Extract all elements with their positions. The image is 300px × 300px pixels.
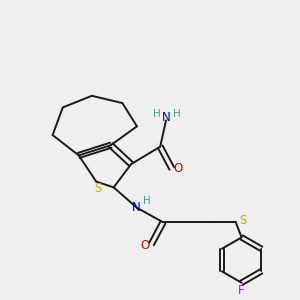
- Text: H: H: [143, 196, 151, 206]
- Text: S: S: [94, 182, 101, 195]
- Text: N: N: [132, 201, 141, 214]
- Text: H: H: [173, 109, 181, 119]
- Text: S: S: [239, 214, 247, 227]
- Text: F: F: [238, 284, 245, 296]
- Text: H: H: [153, 109, 160, 119]
- Text: O: O: [140, 239, 150, 252]
- Text: O: O: [173, 162, 182, 175]
- Text: N: N: [162, 111, 171, 124]
